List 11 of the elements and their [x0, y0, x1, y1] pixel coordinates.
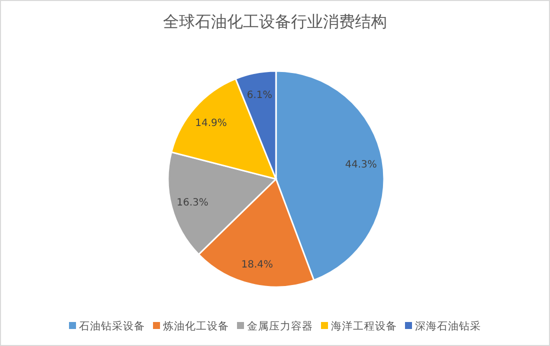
data-label: 14.9%: [195, 118, 227, 130]
legend-label: 石油钻采设备: [79, 320, 145, 332]
legend-label: 金属压力容器: [247, 320, 313, 332]
legend-label: 炼油化工设备: [163, 320, 229, 332]
chart-title: 全球石油化工设备行业消费结构: [163, 12, 387, 31]
data-label: 44.3%: [345, 160, 377, 171]
data-label: 6.1%: [246, 90, 272, 102]
legend-label: 海洋工程设备: [331, 320, 397, 332]
legend-label: 深海石油钻采: [415, 320, 481, 332]
data-label: 16.3%: [176, 197, 208, 208]
data-label: 18.4%: [241, 259, 274, 270]
